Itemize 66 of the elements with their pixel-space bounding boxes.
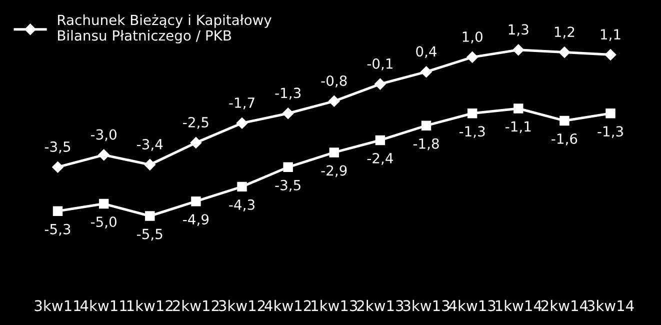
data-label: -1,6 [552, 133, 578, 146]
x-tick-label: 2kw13 [357, 300, 404, 312]
point [512, 44, 524, 56]
data-label: -1,8 [413, 138, 439, 150]
x-tick-label: 3kw12 [219, 300, 265, 312]
point [374, 78, 386, 90]
point [466, 52, 478, 63]
x-tick-label: 2kw12 [172, 300, 219, 311]
point [514, 104, 524, 114]
data-label: 1,1 [600, 29, 620, 41]
x-tick-label: 4kw12 [264, 300, 311, 311]
point [52, 206, 63, 216]
data-label: -1,3 [459, 126, 485, 138]
point [283, 162, 293, 172]
x-tick-label: 4kw11 [80, 300, 127, 311]
data-label: -1,3 [598, 126, 623, 138]
data-label: -4,3 [229, 199, 254, 212]
x-tick-label: 2kw14 [541, 300, 588, 311]
data-label: -4,9 [183, 214, 209, 226]
data-label: -1,1 [506, 121, 531, 134]
data-label: -2,4 [367, 152, 393, 165]
data-label: 1,0 [462, 31, 482, 44]
data-label: -5,5 [137, 228, 162, 241]
point [236, 118, 248, 129]
point [237, 182, 247, 192]
point [98, 198, 109, 209]
point [560, 116, 570, 126]
data-label: -5,3 [44, 224, 70, 236]
x-tick-label: 3kw14 [588, 300, 634, 312]
point [52, 162, 64, 173]
point [144, 159, 156, 170]
data-label: -2,9 [321, 165, 347, 178]
data-label: -5,0 [90, 216, 116, 228]
data-label: 1,3 [508, 24, 528, 36]
point [375, 135, 386, 146]
data-label: -1,3 [275, 88, 301, 100]
data-label: -3,5 [44, 141, 70, 154]
data-label: -0,1 [367, 58, 392, 70]
data-label: -2,5 [183, 117, 208, 129]
data-label: 1,2 [554, 26, 574, 39]
data-label: -0,8 [321, 75, 347, 88]
data-label: 0,4 [416, 46, 437, 58]
point [329, 148, 339, 158]
point [328, 96, 340, 107]
legend-label: Rachunek Bieżący i Kapitałowy Bilansu Płatniczego / PKB [58, 14, 272, 44]
point [190, 137, 202, 148]
point [145, 211, 155, 221]
x-tick-label: 3kw11 [34, 300, 81, 312]
point [420, 66, 432, 78]
point [191, 196, 201, 206]
point [606, 108, 616, 118]
point [558, 46, 570, 58]
point [98, 149, 110, 161]
data-label: -3,0 [90, 129, 116, 142]
data-label: -1,7 [229, 98, 254, 110]
point [604, 49, 616, 60]
data-label: -3,5 [275, 180, 300, 192]
x-tick-label: 1kw13 [312, 300, 358, 312]
point [421, 120, 432, 130]
point [282, 108, 294, 119]
x-tick-label: 1kw14 [496, 300, 542, 311]
x-tick-label: 1kw12 [127, 300, 173, 311]
data-label: -3,4 [137, 138, 163, 151]
x-tick-label: 3kw13 [403, 300, 450, 312]
point [467, 108, 478, 118]
x-tick-label: 4kw13 [448, 300, 496, 312]
